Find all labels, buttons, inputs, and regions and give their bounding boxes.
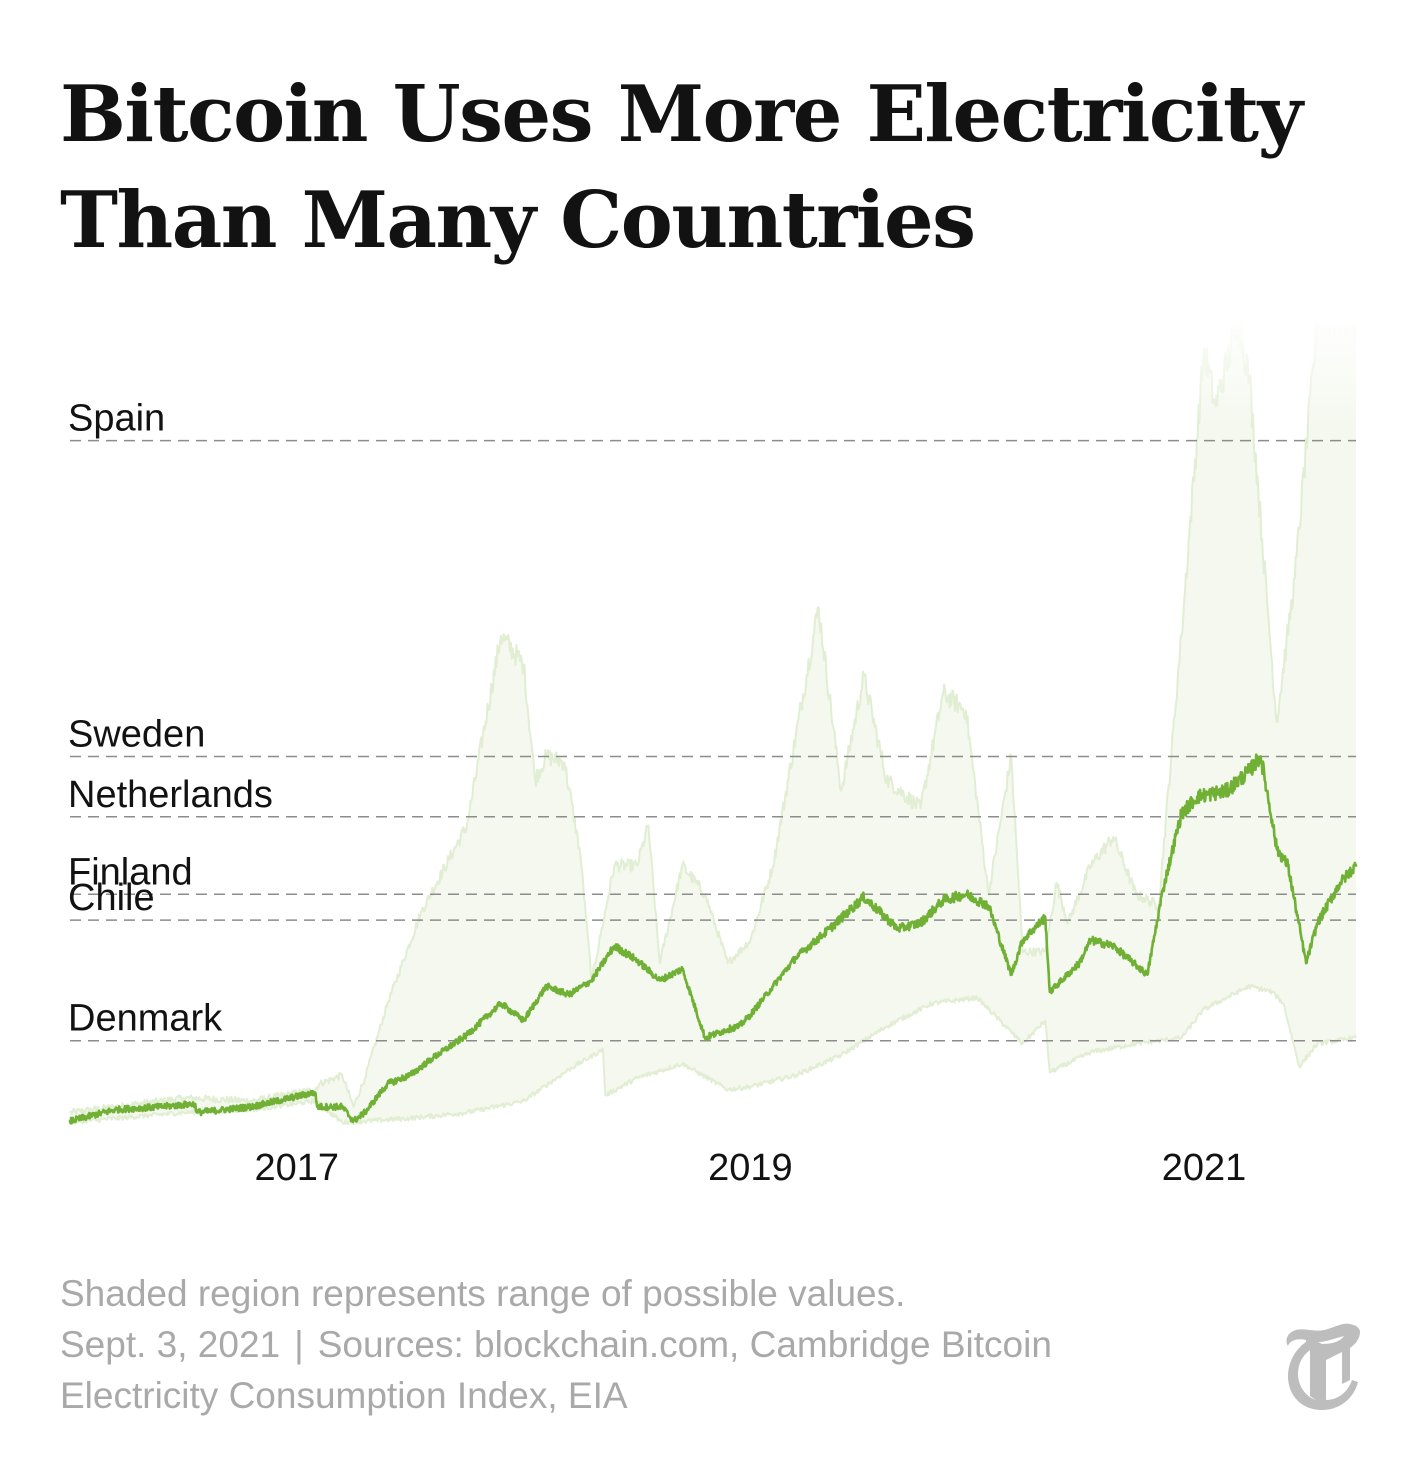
x-tick-label-2017: 2017 <box>255 1147 340 1189</box>
upper-bound-line <box>69 319 1357 1115</box>
series-layer <box>68 753 1358 1125</box>
chart-title: Bitcoin Uses More Electricity Than Many … <box>60 62 1360 274</box>
x-tick-label-2021: 2021 <box>1162 1147 1247 1189</box>
chart-title-line-2: Than Many Countries <box>60 175 976 266</box>
chart-notes: Shaded region represents range of possib… <box>60 1268 1210 1421</box>
x-tick-label-2019: 2019 <box>708 1147 793 1189</box>
ref-label-finland: Finland <box>68 851 193 893</box>
separator: | <box>294 1324 304 1365</box>
source-line-1: Sept. 3, 2021 | Sources: blockchain.com, C… <box>60 1319 1210 1370</box>
ref-label-spain: Spain <box>68 398 165 440</box>
ref-label-denmark: Denmark <box>68 998 223 1040</box>
ref-label-sweden: Sweden <box>68 713 205 755</box>
chart-title-line-1: Bitcoin Uses More Electricity <box>60 69 1303 160</box>
sources-text-1: Sources: blockchain.com, Cambridge Bitco… <box>317 1324 1052 1365</box>
range-layer <box>68 318 1358 1125</box>
publication-date: Sept. 3, 2021 <box>60 1324 281 1365</box>
x-axis-ticks-layer: 2017 2019 2021 <box>255 1147 1247 1189</box>
ref-label-chile: Chile <box>68 877 155 919</box>
central-estimate-line <box>68 753 1358 1125</box>
range-top-fade <box>68 318 1358 430</box>
nyt-t-logo-icon <box>1286 1323 1360 1410</box>
range-area <box>70 320 1356 1124</box>
sources-text-2: Electricity Consumption Index, EIA <box>60 1375 628 1416</box>
ref-label-netherlands: Netherlands <box>68 774 273 816</box>
shading-note: Shaded region represents range of possib… <box>60 1273 906 1314</box>
